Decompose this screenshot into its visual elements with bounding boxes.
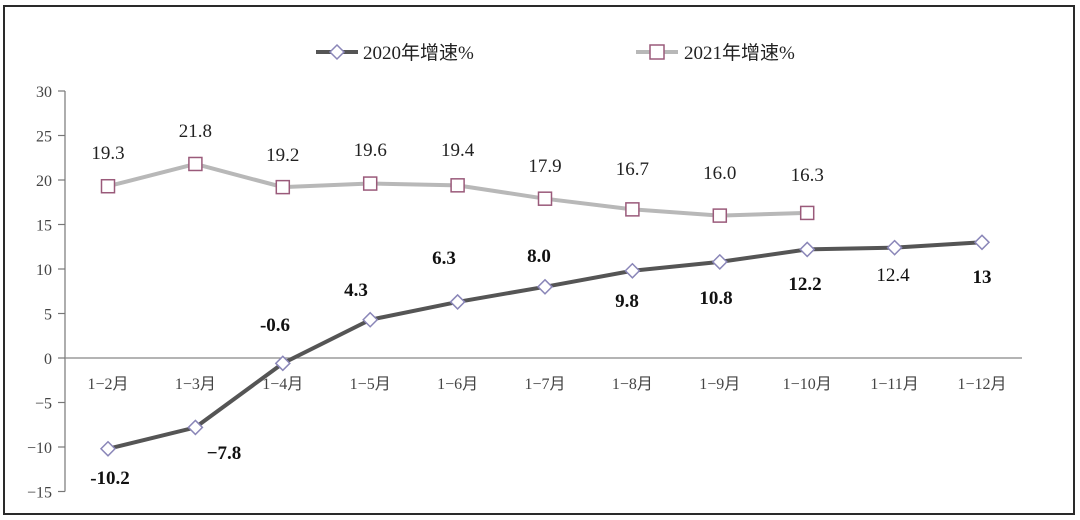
data-label-2020: -0.6	[260, 315, 290, 336]
x-category-label: 1−4月	[262, 376, 303, 393]
data-label-2021: 19.2	[266, 145, 299, 166]
x-category-label: 1−12月	[957, 376, 1006, 393]
axes: 30 25 20 15 10 5 0 −5 −10 −15 1−2月 1−3月 1−4月 1−5月 1−6月…	[27, 84, 1022, 502]
square-marker-icon	[275, 179, 291, 195]
data-label-2021: 16.7	[616, 159, 649, 180]
data-label-2020: 9.8	[615, 291, 639, 312]
diamond-marker-icon	[187, 419, 204, 436]
data-label-2020: 6.3	[432, 248, 456, 269]
data-label-2020: 12.4	[876, 265, 910, 286]
chart-frame	[3, 5, 1075, 515]
series-line-2020	[107, 240, 983, 451]
y-tick-label: 20	[36, 173, 52, 190]
diamond-marker-icon	[799, 241, 816, 258]
x-category-label: 1−3月	[175, 376, 216, 393]
data-label-2021: 21.8	[179, 121, 212, 142]
y-tick-label: −5	[35, 396, 52, 413]
y-tick-label: 25	[36, 129, 52, 146]
diamond-line-icon	[328, 43, 346, 61]
data-label-2020: 10.8	[699, 288, 732, 309]
legend-item-2020: 2020年增速%	[316, 42, 474, 64]
diamond-marker-icon	[536, 278, 554, 295]
y-tick-label: −15	[27, 485, 52, 502]
square-marker-icon	[712, 208, 728, 223]
square-marker-icon	[362, 176, 378, 191]
x-category-label: 1−10月	[783, 376, 832, 393]
data-label-2021: 17.9	[528, 156, 561, 177]
square-marker-icon	[537, 191, 553, 206]
data-label-2020: 13	[973, 267, 992, 288]
data-label-2021: 16.0	[703, 163, 736, 184]
square-marker-icon	[799, 205, 815, 221]
data-label-2020: -10.2	[90, 468, 130, 489]
x-category-label: 1−5月	[350, 376, 391, 393]
data-label-2020: 4.3	[344, 280, 368, 301]
y-tick-label: 15	[36, 218, 52, 235]
diamond-marker-icon	[973, 234, 991, 251]
diamond-marker-icon	[362, 311, 379, 328]
data-label-2020: 12.2	[788, 274, 821, 295]
y-tick-label: 0	[44, 351, 52, 368]
series: 19.3 21.8 19.2 19.6 19.4 17.9 16.7 16.0 16.3 -10.…	[90, 121, 991, 489]
data-label-2021: 19.4	[441, 140, 475, 161]
x-category-label: 1−2月	[87, 376, 128, 393]
square-marker-icon	[450, 178, 465, 193]
x-category-label: 1−8月	[612, 376, 653, 393]
square-line-icon	[649, 44, 665, 60]
y-tick-label: 10	[36, 262, 52, 279]
square-marker-icon	[625, 202, 640, 217]
legend-label-2020: 2020年增速%	[363, 42, 474, 64]
data-label-2020: 8.0	[527, 246, 551, 267]
diamond-marker-icon	[886, 239, 903, 256]
diamond-marker-icon	[711, 253, 728, 270]
diamond-marker-icon	[449, 293, 466, 310]
diamond-marker-icon	[274, 355, 291, 372]
legend-label-2021: 2021年增速%	[684, 42, 795, 64]
square-marker-icon	[188, 156, 203, 172]
y-tick-label: 5	[44, 307, 52, 324]
data-label-2021: 16.3	[791, 165, 824, 186]
x-category-label: 1−9月	[699, 376, 740, 393]
diamond-marker-icon	[99, 440, 117, 457]
diamond-marker-icon	[624, 262, 641, 279]
x-category-label: 1−7月	[524, 376, 565, 393]
x-category-label: 1−11月	[870, 376, 918, 393]
y-tick-label: −10	[27, 440, 52, 457]
y-tick-label: 30	[36, 84, 52, 101]
data-label-2021: 19.3	[91, 143, 124, 164]
data-label-2020: −7.8	[207, 443, 242, 464]
legend-item-2021: 2021年增速%	[636, 42, 795, 64]
x-category-label: 1−6月	[437, 376, 478, 393]
data-label-2021: 19.6	[354, 140, 387, 161]
legend: 2020年增速% 2021年增速%	[316, 42, 795, 64]
square-marker-icon	[100, 178, 116, 194]
